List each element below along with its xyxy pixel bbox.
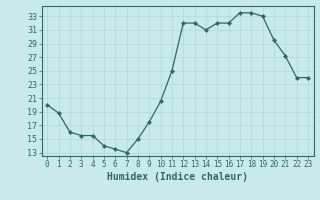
X-axis label: Humidex (Indice chaleur): Humidex (Indice chaleur) (107, 172, 248, 182)
